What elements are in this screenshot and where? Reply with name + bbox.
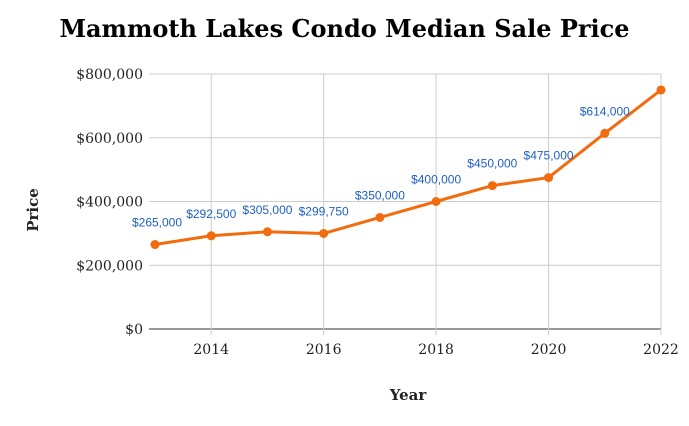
gridlines — [149, 73, 662, 335]
data-label: $299,750 — [299, 204, 349, 218]
data-point — [319, 228, 329, 238]
data-label: $292,500 — [186, 207, 236, 221]
y-tick-labels: $0 $200,000 $400,000 $600,000 $800,000 — [76, 67, 143, 338]
y-tick-label: $400,000 — [76, 195, 143, 211]
y-tick-label: $200,000 — [76, 258, 143, 274]
data-label: $350,000 — [355, 188, 405, 202]
data-point — [206, 231, 216, 241]
x-tick-label: 2014 — [193, 342, 229, 358]
data-point — [544, 173, 554, 183]
data-point — [375, 212, 385, 222]
data-label: $614,000 — [580, 104, 630, 118]
series-line — [154, 88, 662, 247]
data-label: $475,000 — [524, 149, 574, 163]
data-point — [262, 227, 272, 237]
data-point — [431, 197, 441, 206]
y-tick-label: $0 — [125, 322, 143, 338]
data-point — [487, 181, 497, 191]
data-points — [150, 85, 666, 250]
data-label: $305,000 — [242, 203, 292, 217]
x-tick-label: 2020 — [531, 342, 567, 358]
y-tick-label: $600,000 — [76, 131, 143, 147]
series-line-layer — [154, 88, 662, 247]
data-label: $450,000 — [467, 157, 517, 171]
data-label: $265,000 — [132, 216, 182, 230]
data-point — [656, 85, 666, 95]
data-point — [600, 128, 610, 138]
x-tick-label: 2022 — [643, 342, 679, 358]
chart-title: Mammoth Lakes Condo Median Sale Price — [59, 14, 630, 43]
x-tick-label: 2016 — [306, 342, 342, 358]
x-axis-title: Year — [389, 386, 428, 404]
data-labels: $265,000 $292,500 $305,000 $299,750 $350,000… — [132, 104, 630, 229]
x-tick-labels: 2014 2016 2018 2020 2022 — [193, 342, 678, 358]
x-tick-label: 2018 — [418, 342, 454, 358]
y-tick-label: $800,000 — [76, 67, 143, 83]
data-label: $400,000 — [411, 173, 461, 187]
data-point — [150, 240, 160, 250]
y-axis-title: Price — [24, 188, 42, 232]
